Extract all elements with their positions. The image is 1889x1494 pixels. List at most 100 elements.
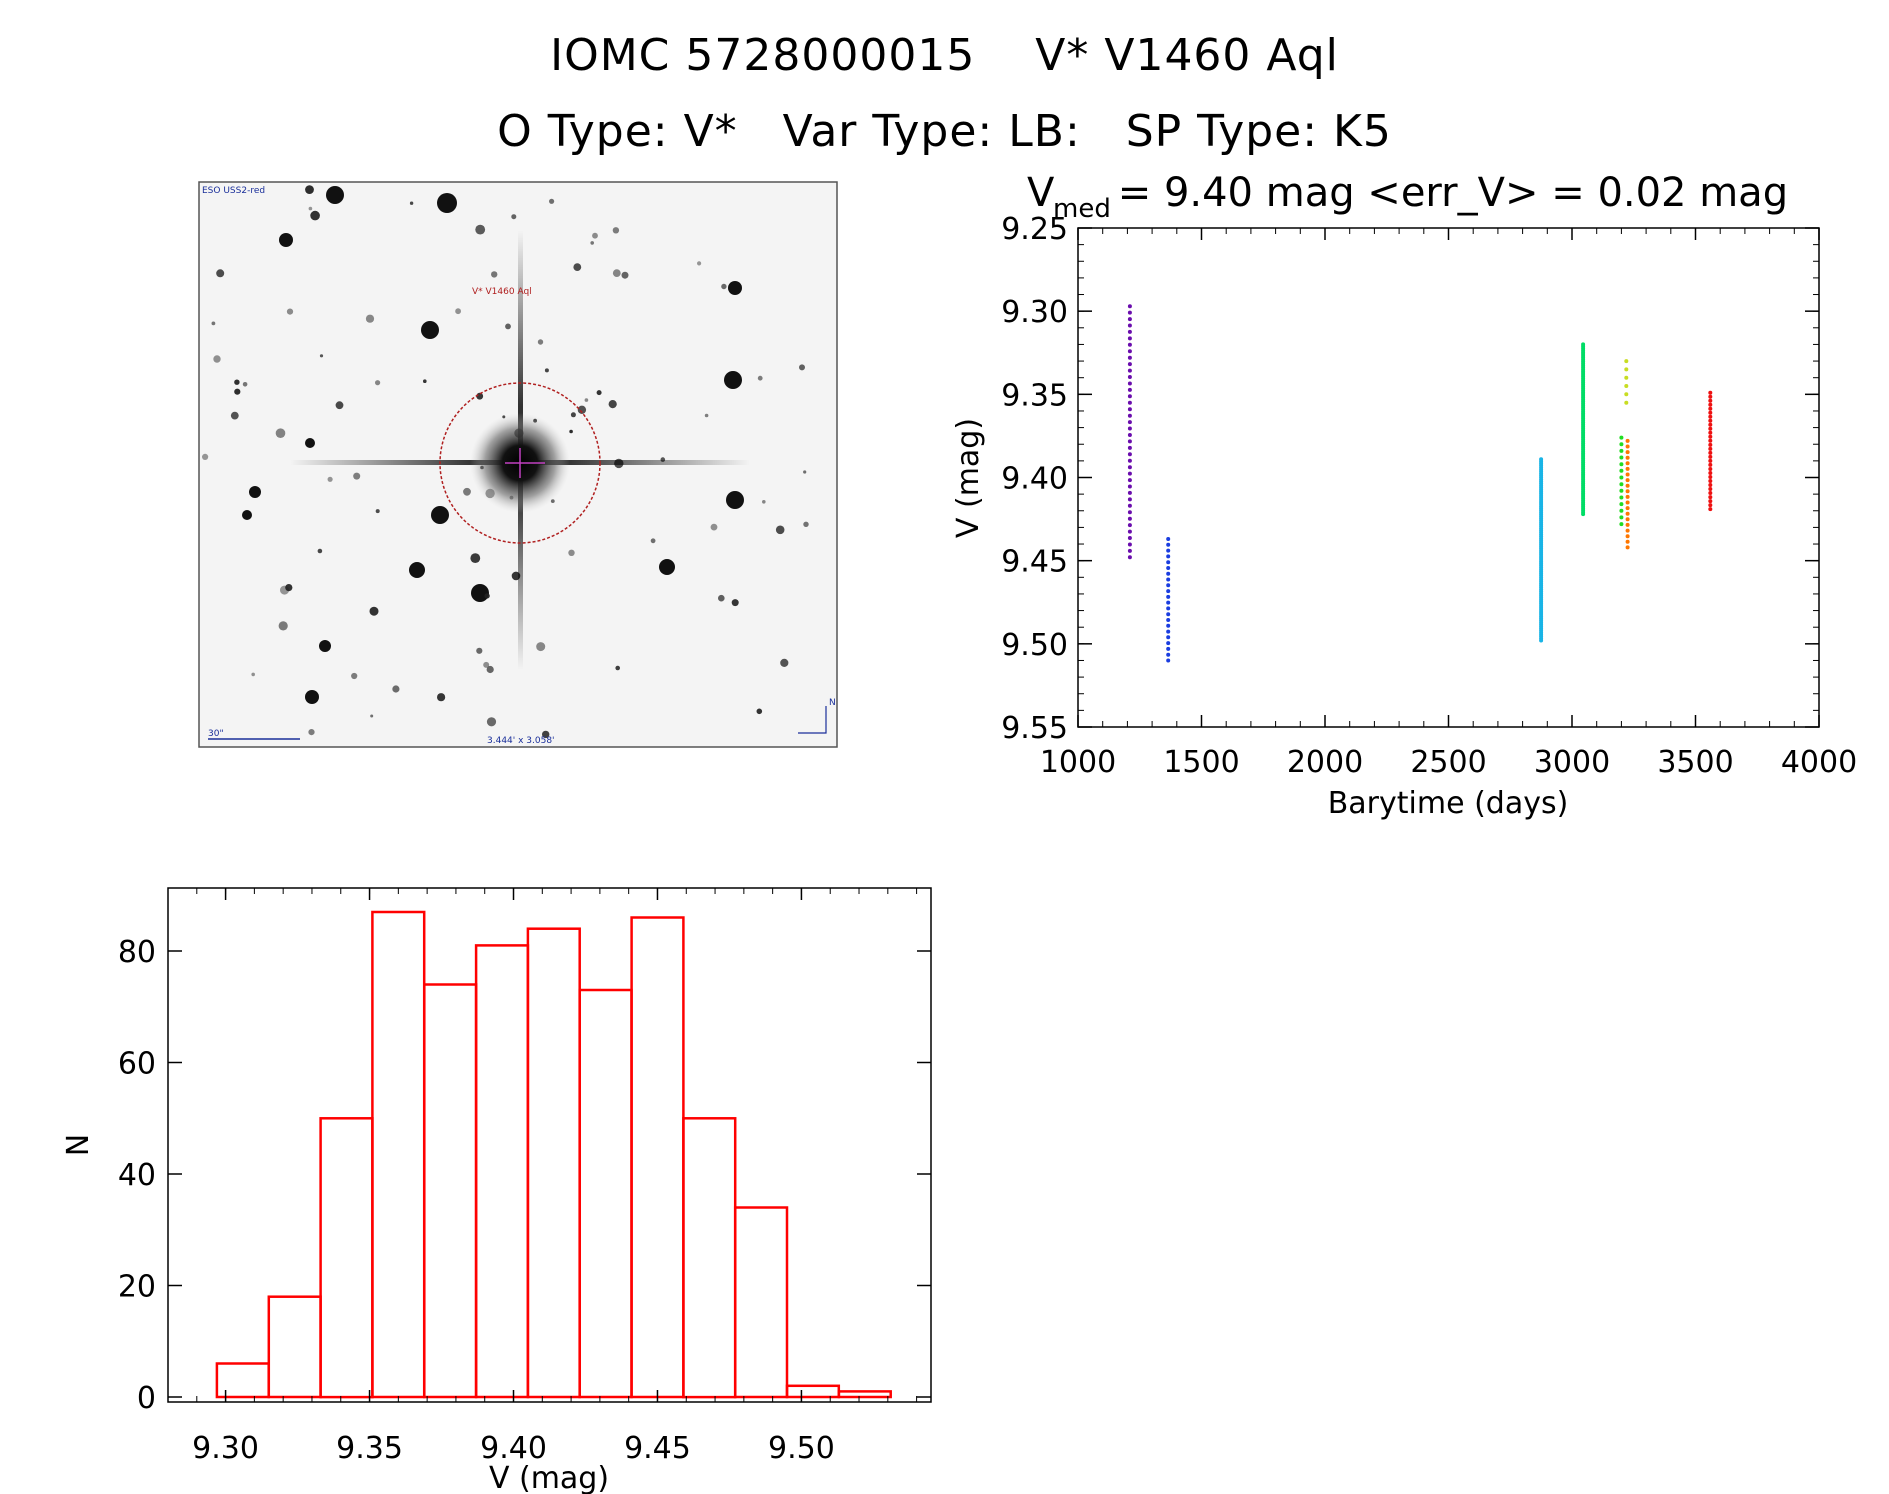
lightcurve-point — [1708, 454, 1713, 459]
histogram-ylabel: N — [61, 1134, 96, 1156]
lightcurve-point — [1127, 516, 1132, 521]
lightcurve-point — [1708, 418, 1713, 423]
field-star — [317, 548, 323, 554]
field-star — [724, 371, 742, 389]
field-star — [230, 411, 239, 420]
lightcurve-point — [1166, 548, 1171, 553]
lightcurve-point — [1166, 542, 1171, 547]
field-star — [762, 500, 766, 504]
field-star — [803, 470, 807, 474]
lightcurve-point — [1619, 522, 1624, 527]
lightcurve-point — [1708, 503, 1713, 508]
lightcurve-point — [1127, 407, 1132, 412]
lightcurve-point — [1581, 512, 1586, 517]
lightcurve-ytick-label: 9.50 — [1001, 628, 1068, 663]
lightcurve-ytick-label: 9.45 — [1001, 545, 1068, 580]
lightcurve-point — [1625, 500, 1630, 505]
field-star — [234, 388, 241, 395]
lightcurve-point — [1708, 390, 1713, 395]
histogram-bars — [215, 910, 892, 1399]
field-star — [726, 491, 744, 509]
field-star — [242, 382, 248, 387]
lightcurve-point — [1625, 545, 1630, 550]
compass-arrows — [798, 706, 827, 734]
lightcurve-point — [1619, 435, 1624, 440]
lightcurve-xtick-label: 4000 — [1781, 745, 1857, 780]
histogram-xtick-label: 9.40 — [480, 1431, 547, 1466]
histogram-axes-frame — [167, 887, 932, 1403]
lightcurve-point — [1127, 329, 1132, 334]
lightcurve-ytick-label: 9.30 — [1001, 295, 1068, 330]
lightcurve-point — [1708, 402, 1713, 407]
lightcurve-point — [1625, 534, 1630, 539]
lightcurve-point — [1625, 472, 1630, 477]
lightcurve-point — [1166, 641, 1171, 646]
lightcurve-title-symbol: V — [1027, 170, 1055, 216]
lightcurve-point — [1619, 462, 1624, 467]
field-star — [234, 379, 240, 385]
lightcurve-point — [1619, 502, 1624, 507]
field-star — [431, 506, 449, 524]
lightcurve-point — [1708, 491, 1713, 495]
field-star — [612, 269, 621, 277]
lightcurve-point — [1127, 510, 1132, 515]
lightcurve-point — [1166, 612, 1171, 617]
lightcurve-point — [1166, 537, 1171, 541]
field-star — [728, 281, 742, 295]
histogram-xtick-label: 9.35 — [336, 1431, 403, 1466]
lightcurve-point — [1625, 506, 1630, 511]
field-star — [310, 210, 320, 221]
lightcurve-plot: V med = 9.40 mag <err_V> = 0.02 mag 1000… — [951, 170, 1857, 821]
lightcurve-point — [1166, 589, 1171, 594]
lightcurve-point — [1624, 367, 1629, 372]
field-star — [275, 428, 286, 439]
field-star — [305, 690, 319, 704]
field-star — [421, 321, 439, 339]
field-star — [437, 193, 457, 213]
compass-north-label: N — [829, 698, 836, 708]
field-star — [463, 487, 471, 496]
field-star — [365, 314, 375, 323]
field-star — [542, 730, 550, 739]
field-star — [484, 593, 490, 599]
lightcurve-point — [1625, 539, 1630, 544]
histogram-xlabel: V (mag) — [489, 1461, 609, 1494]
lightcurve-point — [1127, 497, 1132, 502]
field-star — [242, 510, 252, 520]
lightcurve-point — [1708, 458, 1713, 463]
field-star — [756, 708, 763, 715]
field-star — [327, 476, 333, 482]
field-star — [615, 665, 620, 671]
lightcurve-point — [1708, 499, 1713, 504]
lightcurve-point — [1625, 528, 1630, 533]
field-star — [486, 665, 494, 674]
lightcurve-point — [1708, 479, 1713, 483]
lightcurve-point — [1127, 523, 1132, 528]
field-star — [577, 405, 587, 414]
lightcurve-point — [1625, 466, 1630, 471]
lightcurve-point — [1708, 487, 1713, 491]
lightcurve-point — [1624, 375, 1629, 380]
field-star — [544, 368, 549, 373]
field-star — [211, 321, 216, 326]
lightcurve-point — [1166, 618, 1171, 622]
lightcurve-point — [1625, 450, 1630, 455]
lightcurve-point — [1708, 398, 1713, 403]
lightcurve-point — [1708, 462, 1713, 467]
lightcurve-point — [1166, 560, 1171, 565]
lightcurve-point — [1619, 495, 1624, 500]
histogram-bar — [423, 983, 478, 1399]
lightcurve-point — [1619, 475, 1624, 480]
survey-label: ESO USS2-red — [202, 186, 265, 196]
field-star — [570, 412, 576, 418]
field-star — [486, 717, 497, 727]
field-star — [286, 308, 294, 315]
histogram-plot: 9.30 9.35 9.40 9.45 9.50 0 20 40 60 80 V (mag) N — [61, 887, 932, 1494]
field-star — [537, 339, 544, 345]
lightcurve-point — [1708, 422, 1713, 427]
histogram-xtick-label: 9.45 — [624, 1431, 691, 1466]
field-star — [437, 693, 446, 702]
target-circle — [439, 382, 601, 544]
histogram-bar — [215, 1362, 270, 1399]
